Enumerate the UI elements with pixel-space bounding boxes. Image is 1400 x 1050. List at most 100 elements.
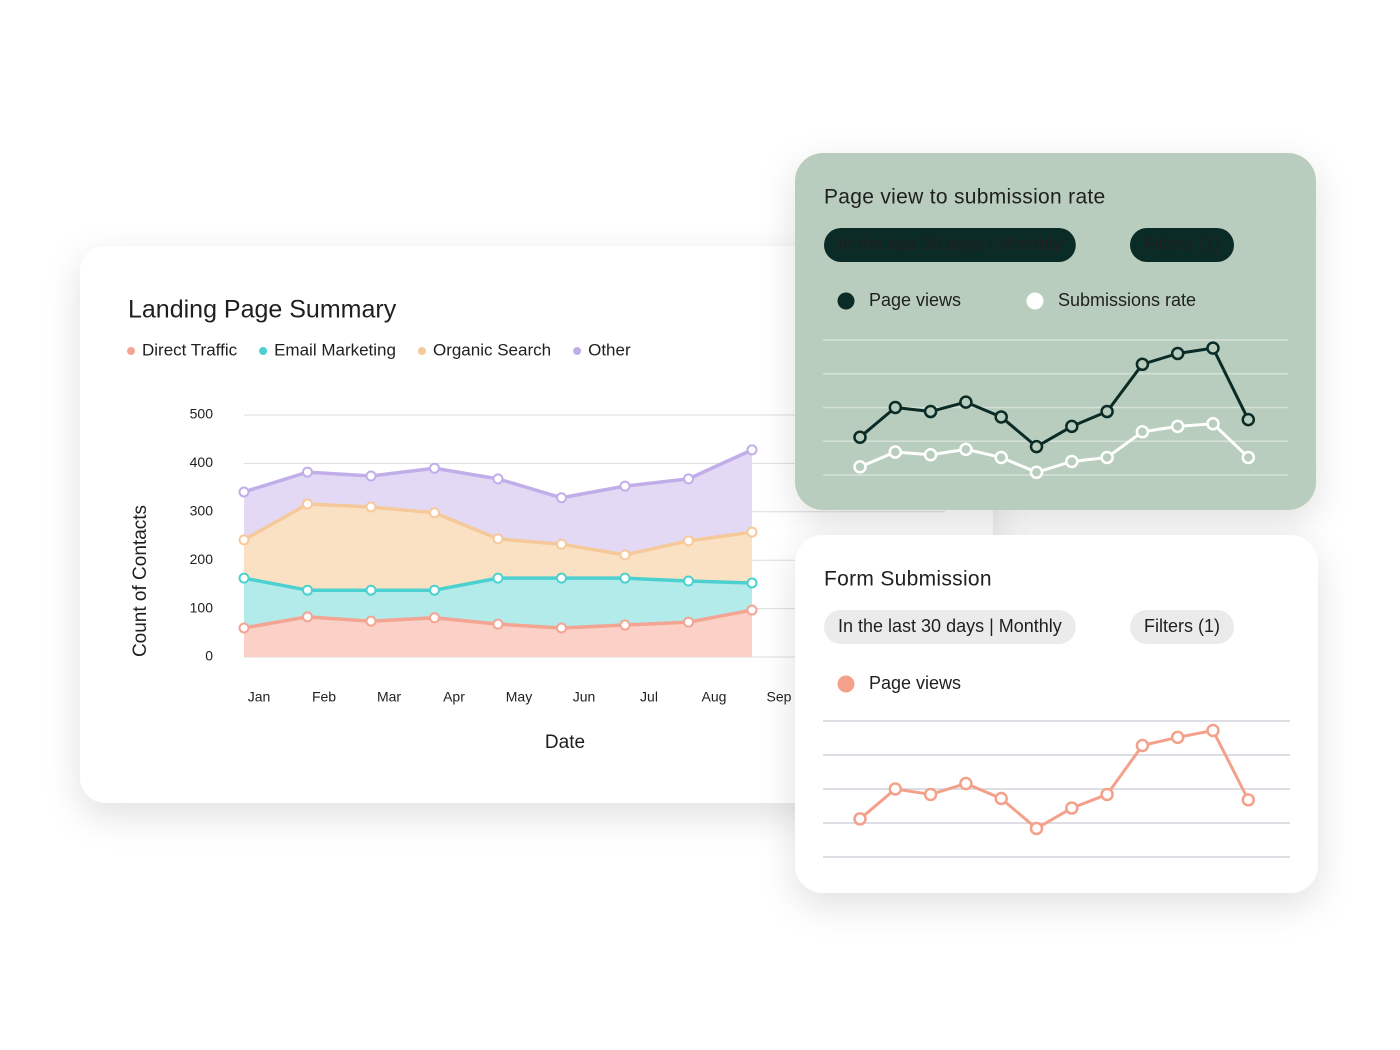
x-tick-label: Mar — [377, 689, 401, 705]
x-tick-label: Apr — [443, 689, 465, 705]
data-point — [746, 604, 758, 616]
chart-title: Landing Page Summary — [128, 296, 397, 324]
data-point — [238, 572, 250, 584]
data-point — [683, 473, 694, 485]
x-tick-label: Jun — [573, 689, 596, 705]
data-point — [683, 535, 694, 547]
legend-label: Page views — [869, 673, 961, 693]
filter-button[interactable]: Filters (1) — [1130, 228, 1234, 262]
legend-dot — [1026, 292, 1044, 310]
x-tick-label: Feb — [312, 689, 336, 705]
legend-label: Other — [588, 340, 631, 359]
data-point — [994, 791, 1008, 806]
legend-dot — [837, 292, 855, 310]
x-axis-label: Date — [545, 732, 585, 753]
data-point — [1206, 416, 1220, 431]
data-point — [853, 430, 867, 444]
legend-label: Direct Traffic — [142, 340, 238, 359]
data-point — [365, 501, 377, 513]
data-point — [683, 575, 694, 587]
data-point — [365, 584, 377, 596]
legend-dot — [127, 347, 135, 355]
button-bg — [824, 228, 1076, 262]
legend-dot — [259, 347, 268, 355]
data-point — [429, 612, 440, 624]
x-tick-label: Sep — [767, 689, 792, 705]
button-label: In the last 30 days | Monthly — [838, 616, 1062, 636]
data-point — [1029, 439, 1044, 454]
data-point — [746, 526, 758, 538]
data-point — [959, 776, 973, 791]
area-fill — [244, 504, 752, 591]
data-point — [619, 619, 631, 631]
data-point — [1170, 730, 1185, 745]
legend-label: Submissions rate — [1058, 290, 1196, 310]
data-point — [1135, 425, 1150, 439]
data-point — [853, 812, 867, 826]
x-tick-label: Jan — [248, 689, 271, 705]
data-point — [1029, 821, 1044, 836]
data-point — [746, 577, 758, 589]
filter-button[interactable]: In the last 30 days | Monthly — [824, 610, 1076, 644]
data-point — [1170, 419, 1185, 434]
data-point — [1135, 738, 1150, 753]
button-label: In the last 30 days | Monthly — [838, 234, 1062, 254]
data-point — [238, 534, 250, 546]
data-point — [1065, 454, 1079, 469]
data-point — [994, 410, 1008, 424]
legend-label: Organic Search — [433, 340, 551, 359]
x-tick-label: Aug — [702, 689, 727, 705]
data-point — [1100, 404, 1114, 419]
data-point — [994, 450, 1008, 465]
y-tick-label: 400 — [190, 454, 214, 470]
data-point — [1065, 801, 1079, 815]
data-point — [959, 395, 973, 409]
data-point — [923, 404, 938, 419]
data-point — [365, 615, 377, 627]
data-point — [923, 448, 938, 462]
data-point — [429, 507, 440, 519]
data-point — [556, 538, 567, 550]
data-point — [492, 618, 504, 630]
data-point — [1100, 450, 1114, 465]
data-point — [492, 533, 504, 545]
filter-button[interactable]: In the last 30 days | Monthly — [824, 228, 1076, 262]
y-tick-label: 100 — [190, 599, 214, 615]
y-axis-label: Count of Contacts — [130, 505, 151, 657]
data-point — [1100, 787, 1114, 802]
x-tick-label: Jul — [640, 689, 658, 705]
data-point — [888, 400, 903, 415]
data-point — [238, 486, 250, 498]
legend-label: Email Marketing — [274, 340, 396, 359]
chart-title: Page view to submission rate — [824, 186, 1106, 209]
y-tick-label: 200 — [190, 551, 214, 567]
filter-button[interactable]: Filters (1) — [1130, 610, 1234, 644]
data-point — [302, 611, 313, 623]
data-point — [1241, 450, 1256, 465]
data-point — [746, 444, 758, 456]
data-point — [1241, 412, 1256, 427]
data-point — [238, 622, 250, 634]
y-tick-label: 500 — [190, 406, 214, 422]
legend-label: Page views — [869, 290, 961, 310]
data-point — [492, 473, 504, 485]
data-point — [619, 480, 631, 492]
legend-dot — [573, 347, 582, 355]
legend-dot — [417, 347, 426, 355]
legend-dot — [837, 675, 855, 693]
data-point — [619, 572, 631, 584]
data-point — [302, 498, 313, 510]
button-bg — [1130, 228, 1234, 262]
data-point — [1206, 341, 1220, 355]
data-point — [1135, 357, 1150, 372]
button-bg — [1130, 610, 1234, 644]
data-point — [302, 584, 313, 596]
data-point — [683, 616, 694, 628]
data-point — [1065, 419, 1079, 434]
data-point — [888, 445, 903, 459]
y-tick-label: 0 — [205, 648, 213, 664]
button-label: Filters (1) — [1144, 616, 1220, 636]
x-tick-label: May — [506, 689, 532, 705]
